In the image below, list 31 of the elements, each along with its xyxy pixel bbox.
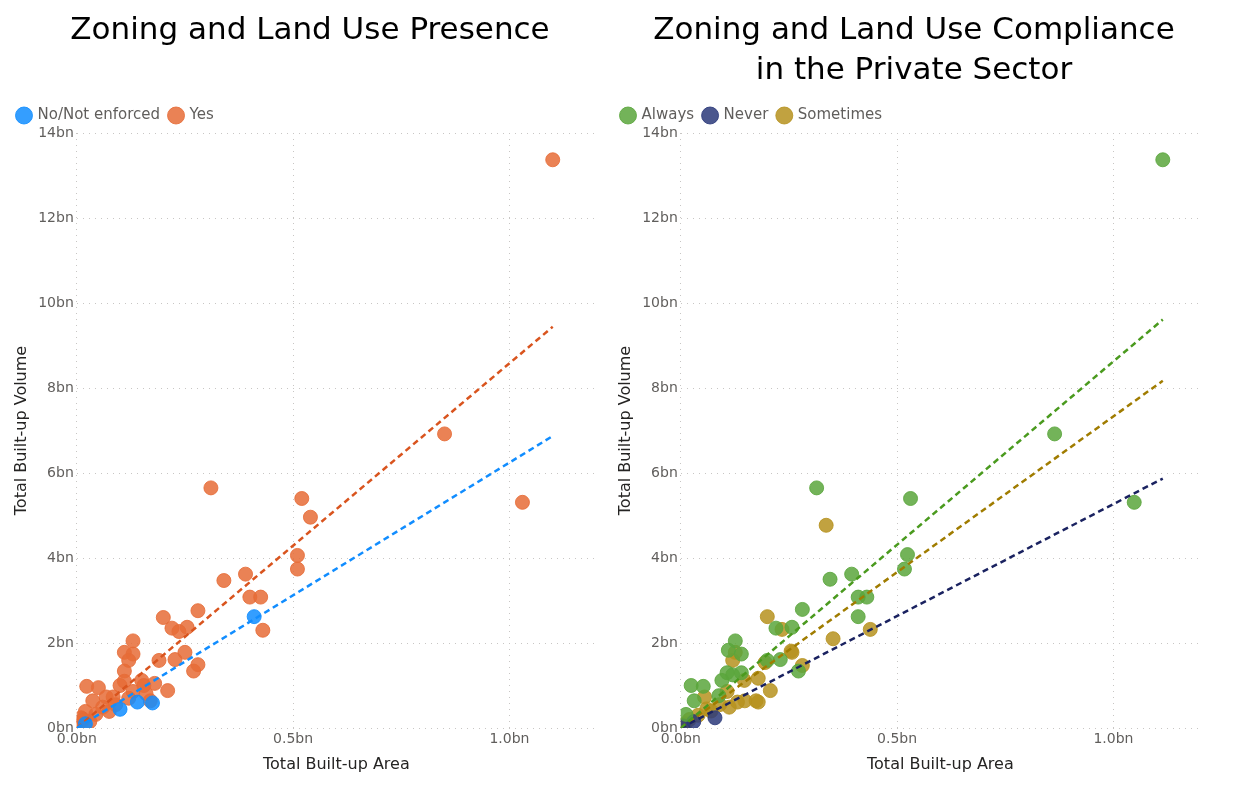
x-tick-label: 0.5bn — [273, 730, 314, 747]
y-tick-label: 6bn — [47, 463, 74, 480]
legend-label: Always — [641, 105, 695, 124]
y-tick-label: 6bn — [651, 463, 678, 480]
chart-title: Zoning and Land Use Presence — [69, 9, 551, 48]
y-tick-label: 10bn — [642, 293, 678, 310]
y-tick-label: 8bn — [651, 378, 678, 395]
y-tick-label: 4bn — [651, 548, 678, 565]
legend-label: Never — [723, 105, 770, 124]
y-tick-label: 4bn — [47, 548, 74, 565]
x-tick-label: 0.5bn — [877, 730, 918, 747]
legend-label: Sometimes — [797, 105, 883, 124]
y-tick-label: 2bn — [651, 633, 678, 650]
chart-title: Zoning and Land Use Compliance in the Private Sector — [652, 9, 1176, 88]
y-tick-label: 2bn — [47, 633, 74, 650]
y-tick-label: 14bn — [642, 123, 678, 140]
x-axis-title: Total Built-up Area — [866, 753, 1014, 773]
y-tick-label: 12bn — [642, 208, 678, 225]
x-tick-label: 0.0bn — [660, 730, 701, 747]
x-tick-label: 1.0bn — [489, 730, 530, 747]
x-tick-label: 1.0bn — [1093, 730, 1134, 747]
y-axis-title: Total Built-up Volume — [614, 345, 634, 517]
x-tick-label: 0.0bn — [56, 730, 97, 747]
y-tick-label: 10bn — [38, 293, 74, 310]
x-axis-title: Total Built-up Area — [262, 753, 410, 773]
legend-label: No/Not enforced — [37, 105, 161, 124]
y-tick-label: 14bn — [38, 123, 74, 140]
y-axis-title: Total Built-up Volume — [10, 345, 30, 517]
legend-label: Yes — [188, 105, 214, 124]
y-tick-label: 8bn — [47, 378, 74, 395]
y-tick-label: 12bn — [38, 208, 74, 225]
